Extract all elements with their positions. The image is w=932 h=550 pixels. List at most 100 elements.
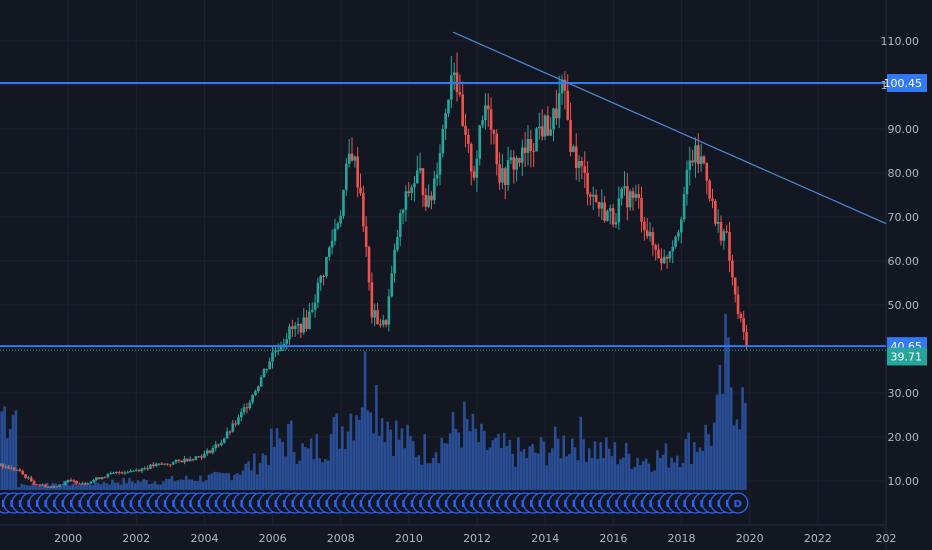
candle-body [194, 456, 198, 460]
volume-bar [96, 482, 100, 490]
candle-body [120, 472, 124, 474]
volume-bar [153, 481, 157, 490]
candle-body [651, 232, 655, 246]
volume-bar [468, 431, 472, 490]
volume-bar [664, 443, 668, 490]
volume-bar [590, 458, 594, 490]
candle-body [626, 186, 629, 208]
volume-bar [142, 479, 145, 490]
candle-body [674, 236, 677, 247]
candle-body [572, 146, 575, 153]
volume-bar [684, 439, 688, 490]
volume-bar [292, 451, 296, 490]
candle-body [660, 258, 663, 264]
candle-body [699, 156, 703, 164]
volume-bar [514, 466, 517, 490]
candle-body [63, 482, 67, 485]
volume-bar [40, 484, 43, 490]
candle-body [52, 486, 56, 488]
volume-bar [542, 441, 546, 490]
candle-body [217, 444, 220, 446]
candle-body [677, 232, 680, 237]
candle-body [702, 156, 706, 163]
volume-bar [204, 480, 208, 490]
candle-body [180, 460, 183, 463]
volume-bar [332, 417, 336, 490]
candle-body [566, 90, 570, 120]
volume-bar [599, 442, 602, 490]
dividend-marker[interactable] [727, 492, 749, 514]
volume-bar [60, 486, 63, 490]
candle-body [12, 467, 16, 470]
volume-bar [568, 454, 571, 490]
volume-bar [3, 406, 6, 490]
volume-bar [465, 419, 469, 490]
candle-body [83, 483, 87, 485]
volume-bar [343, 449, 347, 490]
candle-body [342, 189, 345, 216]
candle-body [555, 108, 558, 119]
candle-body [234, 423, 237, 425]
volume-bar [480, 423, 483, 490]
last-price-badge-text: 39.71 [891, 350, 923, 363]
candle-body [197, 456, 201, 458]
volume-bar [8, 429, 12, 490]
volume-bar [193, 480, 197, 490]
volume-bar [216, 472, 219, 490]
candle-body [464, 125, 467, 135]
candle-body [228, 431, 232, 433]
candle-body [705, 162, 709, 181]
candle-body [174, 459, 178, 463]
candle-body [435, 174, 439, 179]
y-tick-label: 60.00 [888, 255, 920, 268]
trendline[interactable] [452, 31, 887, 225]
candle-body [742, 318, 746, 332]
candle-body [467, 134, 470, 144]
candle-body [379, 324, 382, 326]
candle-body [591, 194, 595, 197]
volume-bar [587, 448, 591, 490]
volume-bar [68, 485, 72, 490]
x-tick-label: 202 [876, 532, 897, 545]
candle-body [501, 168, 504, 183]
candle-body [728, 231, 731, 261]
candle-body [208, 450, 212, 453]
candle-body [316, 282, 320, 303]
volume-bar [585, 461, 588, 490]
candle-body [472, 171, 476, 178]
volume-bar [613, 442, 617, 490]
volume-bar [301, 443, 304, 490]
volume-bar [551, 448, 554, 490]
volume-bar [525, 458, 529, 490]
candle-body [739, 313, 743, 319]
candle-body [32, 481, 36, 485]
candle-body [55, 486, 59, 488]
volume-bar [102, 481, 106, 490]
candle-body [597, 201, 601, 209]
volume-bar [670, 457, 673, 490]
volume-bar [258, 462, 262, 490]
x-tick-label: 2014 [531, 532, 559, 545]
volume-bar [366, 410, 370, 490]
candle-body [112, 472, 115, 474]
candle-body [248, 402, 252, 409]
candle-body [58, 484, 61, 487]
candle-body [134, 470, 138, 472]
candle-body [549, 129, 552, 136]
volume-bar [505, 446, 509, 490]
candle-body [523, 147, 527, 153]
volume-bar [593, 441, 597, 490]
candle-body [285, 339, 288, 344]
volume-bar [130, 481, 134, 490]
candle-body [350, 153, 354, 161]
x-tick-label: 2016 [599, 532, 627, 545]
volume-bar [729, 387, 733, 490]
volume-bar [358, 419, 361, 490]
volume-bar [732, 425, 736, 490]
candle-body [645, 230, 649, 237]
candle-body [509, 157, 513, 161]
candle-body [279, 345, 283, 351]
volume-bar [534, 452, 537, 490]
